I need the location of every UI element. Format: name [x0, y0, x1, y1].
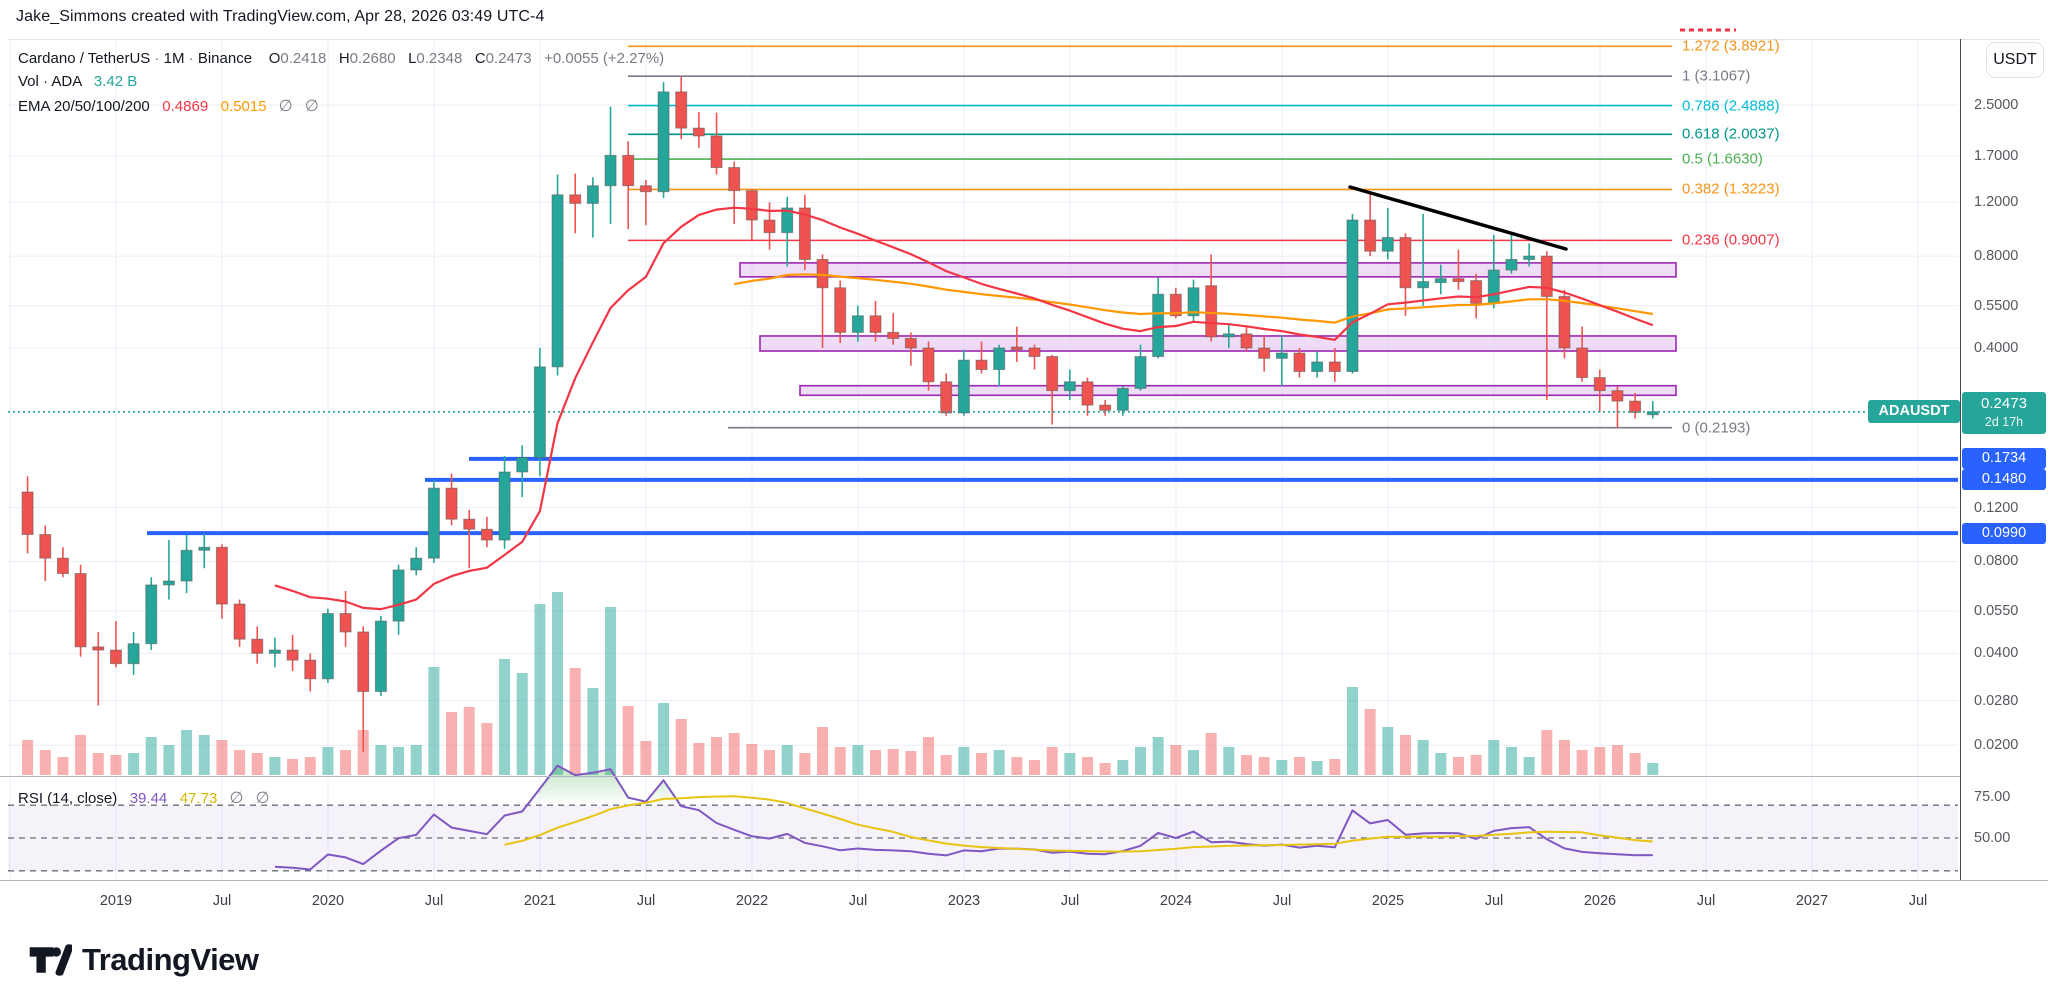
ema50-value: 0.5015 — [220, 98, 267, 115]
rsi-value: 39.44 — [129, 790, 168, 807]
current-price-badge: 0.2473 2d 17h — [1962, 392, 2046, 434]
legend-symbol-row: Cardano / TetherUS · 1M · Binance O0.241… — [18, 50, 665, 67]
time-axis-label[interactable]: 2027 — [1795, 893, 1829, 909]
time-axis-label[interactable]: 2026 — [1583, 893, 1617, 909]
price-axis-tick[interactable]: 0.5500 — [1974, 297, 2019, 314]
price-axis-tick[interactable]: 1.2000 — [1974, 194, 2019, 211]
level-price-badge: 0.1480 — [1962, 469, 2046, 491]
legend-ema-row: EMA 20/50/100/200 0.4869 0.5015 ∅ ∅ — [18, 96, 664, 115]
change-value: +0.0055 (+2.27%) — [544, 50, 665, 67]
time-axis-label[interactable]: 2019 — [99, 893, 133, 909]
time-axis-label[interactable]: Jul — [1484, 893, 1504, 909]
fib-level-label: 1.272 (3.8921) — [1682, 37, 1780, 55]
price-axis-tick[interactable]: 0.4000 — [1974, 340, 2019, 356]
price-axis-tick[interactable]: 0.0280 — [1974, 692, 2019, 709]
chart-legend: Cardano / TetherUS · 1M · Binance O0.241… — [18, 50, 664, 119]
ema20-value: 0.4869 — [162, 98, 209, 115]
price-axis-tick[interactable]: 0.0550 — [1974, 603, 2019, 620]
level-price-badge: 0.0990 — [1962, 522, 2046, 544]
fib-level-label: 0 (0.2193) — [1682, 419, 1751, 437]
time-axis-label[interactable]: Jul — [636, 893, 656, 909]
time-axis-label[interactable]: Jul — [848, 893, 868, 909]
symbol-price-label-badge: ADAUSDT — [1868, 400, 1960, 423]
time-axis-label[interactable]: 2024 — [1159, 893, 1193, 909]
price-axis-tick[interactable]: 0.0800 — [1974, 553, 2019, 570]
low-label: L — [408, 50, 417, 67]
fib-level-label: 0.618 (2.0037) — [1682, 125, 1780, 143]
fib-level-label: 0.382 (1.3223) — [1682, 180, 1780, 198]
time-axis-label[interactable]: 2020 — [311, 893, 345, 909]
time-axis-border — [0, 880, 2048, 881]
time-axis-label[interactable]: Jul — [212, 893, 232, 909]
price-axis-tick[interactable]: 0.0400 — [1974, 645, 2019, 662]
ema100-disabled-icon[interactable]: ∅ — [278, 98, 293, 115]
price-axis-tick[interactable]: 0.8000 — [1974, 248, 2019, 265]
time-axis-label[interactable]: Jul — [1060, 893, 1080, 909]
rsi-disabled-icon-2[interactable]: ∅ — [255, 790, 270, 807]
rsi-axis-tick[interactable]: 50.00 — [1974, 830, 2011, 846]
fib-level-label: 0.786 (2.4888) — [1682, 97, 1780, 115]
high-label: H — [338, 50, 350, 67]
rsi-label: RSI (14, close) — [18, 790, 118, 807]
price-axis-tick[interactable]: 0.0200 — [1974, 737, 2019, 754]
fib-level-label: 0.236 (0.9007) — [1682, 231, 1780, 249]
rsi-legend: RSI (14, close) 39.44 47.73 ∅ ∅ — [18, 788, 270, 808]
time-axis-label[interactable]: Jul — [1696, 893, 1716, 909]
close-value: 0.2473 — [485, 50, 532, 67]
close-label: C — [474, 50, 486, 67]
time-axis-label[interactable]: Jul — [1272, 893, 1292, 909]
pane-divider[interactable] — [0, 776, 1960, 777]
time-axis-label[interactable]: 2021 — [523, 893, 557, 909]
time-axis-label[interactable]: 2025 — [1371, 893, 1405, 909]
time-axis-label[interactable]: Jul — [1908, 893, 1928, 909]
volume-label: Vol · ADA — [18, 73, 82, 90]
legend-volume-row: Vol · ADA 3.42 B — [18, 73, 664, 90]
rsi-ma-value: 47.73 — [179, 790, 218, 807]
time-axis-label[interactable]: 2023 — [947, 893, 981, 909]
volume-value: 3.42 B — [93, 73, 138, 90]
fib-level-label: 1 (3.1067) — [1682, 67, 1751, 85]
low-value: 0.2348 — [416, 50, 463, 67]
symbol-title[interactable]: Cardano / TetherUS — [18, 50, 151, 67]
open-label: O — [268, 50, 281, 67]
tradingview-logo-icon — [29, 944, 72, 976]
high-value: 0.2680 — [349, 50, 396, 67]
watermark-attribution: Jake_Simmons created with TradingView.co… — [16, 8, 545, 25]
tradingview-logo[interactable]: TradingView — [28, 940, 259, 980]
price-axis-tick[interactable]: 2.5000 — [1974, 96, 2019, 113]
open-value: 0.2418 — [280, 50, 327, 67]
ema-label: EMA 20/50/100/200 — [18, 98, 150, 115]
level-price-badge: 0.1734 — [1962, 448, 2046, 470]
price-axis-tick[interactable]: 0.1200 — [1974, 499, 2019, 516]
chart-top-border — [8, 39, 2040, 40]
rsi-disabled-icon-1[interactable]: ∅ — [229, 790, 244, 807]
time-axis-label[interactable]: Jul — [424, 893, 444, 909]
price-axis-separator — [1960, 39, 1961, 880]
bar-countdown: 2d 17h — [1984, 414, 2024, 429]
ema200-disabled-icon[interactable]: ∅ — [304, 98, 319, 115]
rsi-axis-tick[interactable]: 75.00 — [1974, 789, 2011, 805]
price-axis-tick[interactable]: 1.7000 — [1974, 148, 2019, 165]
tradingview-logo-text: TradingView — [82, 942, 259, 977]
time-axis-label[interactable]: 2022 — [735, 893, 769, 909]
fib-level-label: 0.5 (1.6630) — [1682, 150, 1763, 168]
interval-label[interactable]: 1M — [163, 50, 185, 67]
exchange-label: Binance — [197, 50, 253, 67]
current-price-value: 0.2473 — [1981, 395, 2027, 412]
currency-unit-button[interactable]: USDT — [1986, 42, 2044, 78]
